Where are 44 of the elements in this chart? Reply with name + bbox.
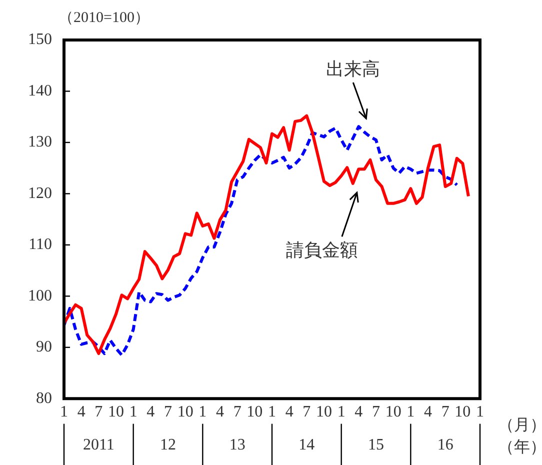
x-tick-label: 4	[354, 403, 363, 420]
x-tick-label: 7	[164, 403, 172, 420]
x2-axis-title: （年）	[498, 439, 542, 456]
x-tick-label: 7	[302, 403, 311, 420]
x2-tick-label: 15	[368, 436, 384, 454]
x-tick-label: 4	[77, 403, 86, 420]
x-tick-label: 10	[454, 403, 471, 420]
x-tick-label: 1	[406, 403, 415, 420]
x-tick-label: 1	[129, 403, 138, 420]
x-tick-label: 4	[424, 403, 432, 420]
y-tick-label: 90	[36, 338, 52, 356]
x-tick-label: 10	[385, 403, 402, 420]
y-tick-label: 140	[28, 82, 52, 100]
x-tick-label: 1	[198, 403, 207, 420]
x-tick-label: 7	[372, 403, 380, 420]
x-tick-label: 10	[177, 403, 194, 420]
y-tick-label: 120	[28, 184, 52, 202]
y-tick-label: 80	[36, 390, 52, 407]
y-tick-label: 110	[28, 236, 52, 254]
x2-tick-label: 12	[160, 436, 176, 454]
y-tick-label: 100	[28, 287, 52, 304]
x-tick-label: 7	[441, 403, 450, 420]
x-tick-label: 1	[268, 403, 276, 420]
x-tick-label: 7	[94, 403, 103, 420]
x2-tick-label: 16	[437, 436, 454, 454]
y-axis-title: （2010=100）	[58, 10, 150, 26]
x-tick-label: 4	[285, 403, 294, 420]
x-tick-label: 1	[60, 403, 68, 420]
x-tick-label: 1	[476, 403, 484, 420]
x2-tick-label: 2011	[82, 436, 114, 454]
y-tick-label: 130	[28, 134, 52, 151]
x-tick-label: 4	[146, 403, 155, 420]
x-tick-label: 1	[337, 403, 346, 420]
y-tick-label: 150	[28, 31, 52, 48]
x-tick-label: 10	[316, 403, 332, 420]
annotation: 出来高	[326, 59, 380, 80]
x-tick-label: 10	[108, 403, 124, 420]
x-tick-label: 4	[216, 403, 224, 420]
x2-tick-label: 13	[229, 436, 246, 454]
annotation: 請負金額	[286, 240, 358, 262]
x2-tick-label: 14	[298, 436, 315, 454]
x-axis-title: （月）	[498, 416, 542, 434]
x-tick-label: 7	[233, 403, 242, 420]
x-tick-label: 10	[246, 403, 263, 420]
